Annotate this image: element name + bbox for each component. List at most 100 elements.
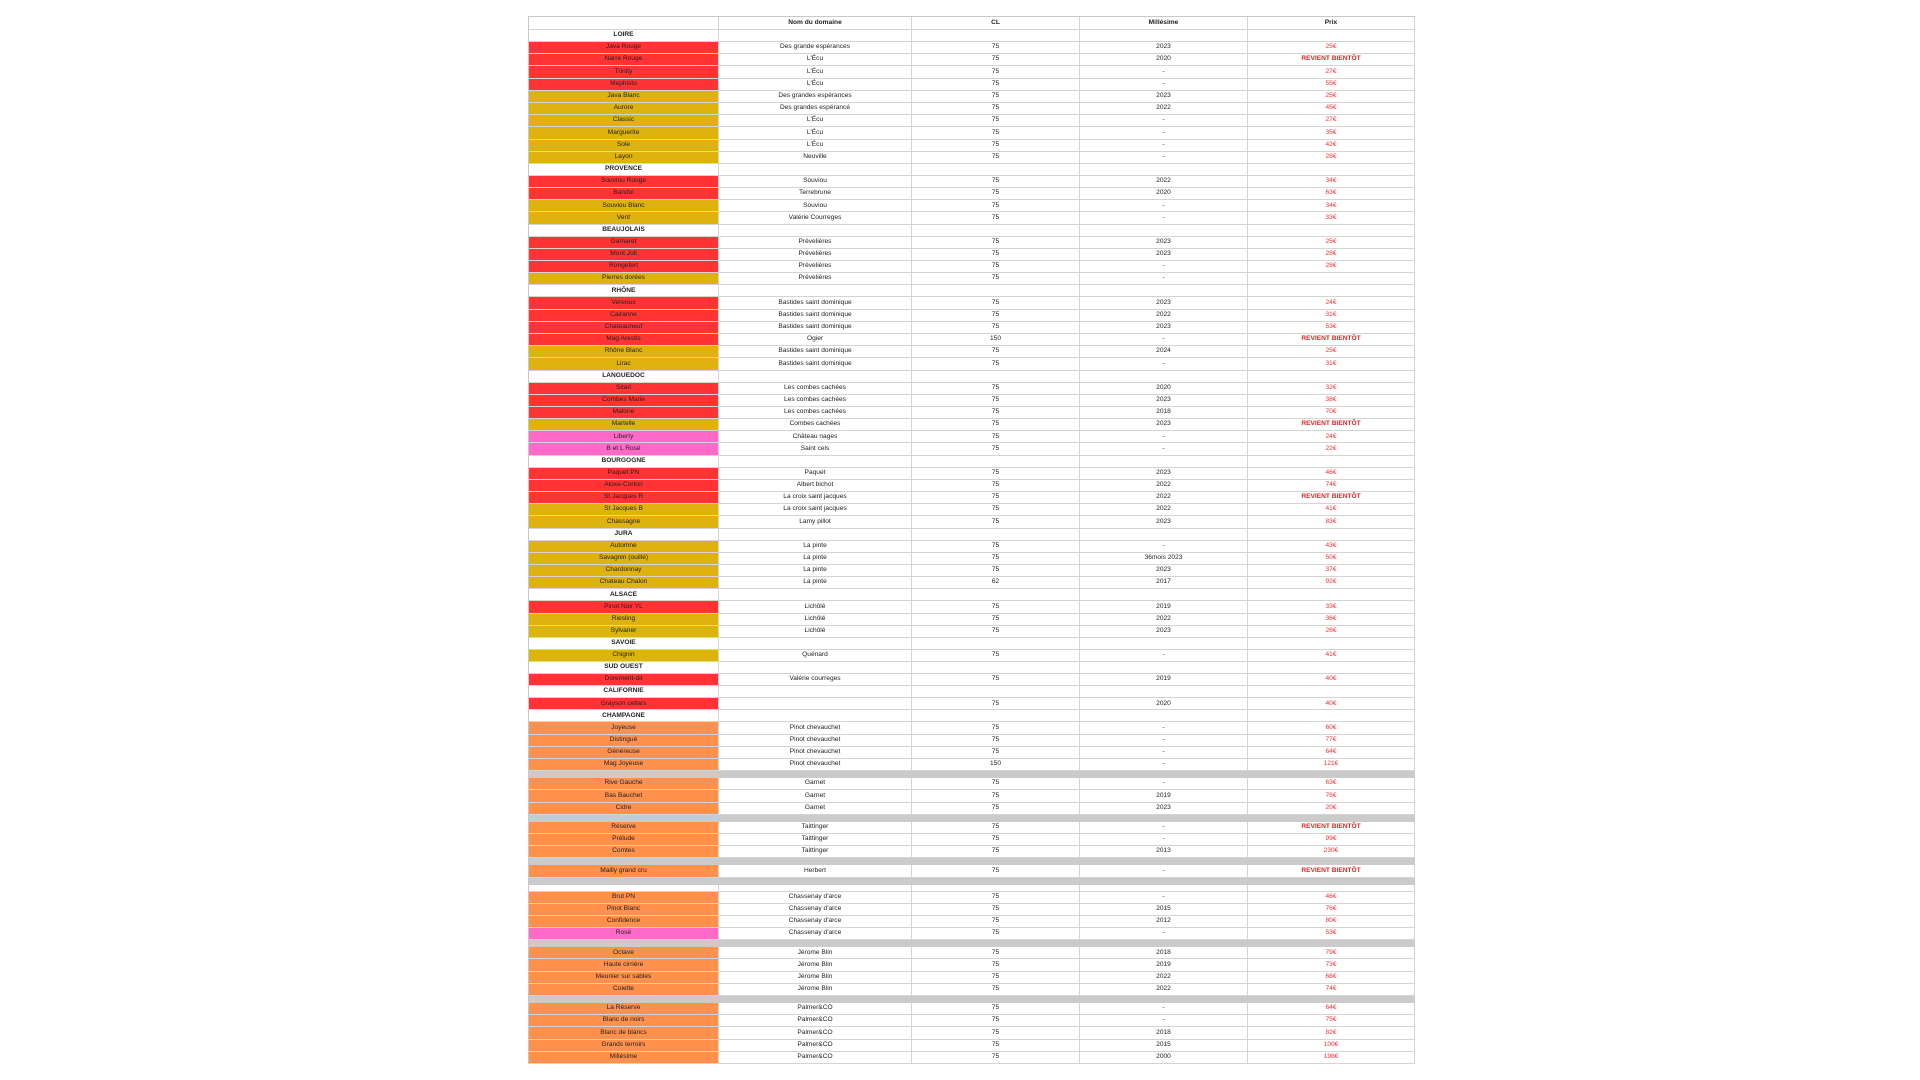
empty-cell[interactable] bbox=[719, 528, 912, 541]
price-cell[interactable]: 92€ bbox=[1248, 577, 1415, 590]
price-cell[interactable]: 28€ bbox=[1248, 261, 1415, 274]
empty-cell[interactable] bbox=[912, 662, 1080, 675]
cl-cell[interactable]: 75 bbox=[912, 479, 1080, 492]
vintage-cell[interactable]: 2018 bbox=[1080, 406, 1248, 420]
vintage-cell[interactable]: 2019 bbox=[1080, 674, 1248, 687]
vintage-cell[interactable]: 2000 bbox=[1080, 1051, 1248, 1064]
empty-cell[interactable] bbox=[912, 30, 1080, 42]
wine-name-cell[interactable]: Marguerite bbox=[529, 127, 719, 140]
vintage-cell[interactable]: 2019 bbox=[1080, 959, 1248, 972]
cl-cell[interactable]: 75 bbox=[912, 928, 1080, 941]
wine-name-cell[interactable]: Blanc de noirs bbox=[529, 1015, 719, 1028]
vintage-cell[interactable]: - bbox=[1080, 212, 1248, 225]
domain-cell[interactable]: Prévelières bbox=[719, 248, 912, 261]
vintage-cell[interactable]: - bbox=[1080, 431, 1248, 444]
region-name[interactable]: SAVOIE bbox=[529, 637, 719, 650]
wine-name-cell[interactable]: Mephisto bbox=[529, 78, 719, 91]
wine-name-cell[interactable]: Chassagne bbox=[529, 516, 719, 529]
empty-cell[interactable] bbox=[1080, 528, 1248, 541]
domain-cell[interactable]: Herbert bbox=[719, 865, 912, 878]
price-cell[interactable]: 53€ bbox=[1248, 928, 1415, 941]
cl-cell[interactable]: 75 bbox=[912, 722, 1080, 735]
domain-cell[interactable]: Bastides saint dominique bbox=[719, 321, 912, 334]
domain-cell[interactable]: Jérome Blin bbox=[719, 971, 912, 984]
empty-cell[interactable] bbox=[1248, 686, 1415, 699]
domain-cell[interactable]: Souviou bbox=[719, 175, 912, 189]
domain-cell[interactable]: Bastides saint dominique bbox=[719, 297, 912, 310]
vintage-cell[interactable]: 2023 bbox=[1080, 564, 1248, 578]
vintage-cell[interactable]: - bbox=[1080, 333, 1248, 347]
wine-name-cell[interactable]: Comtes bbox=[529, 846, 719, 859]
wine-name-cell[interactable]: St Jacques B bbox=[529, 504, 719, 517]
wine-name-cell[interactable]: Prélude bbox=[529, 833, 719, 847]
wine-name-cell[interactable]: Cairanne bbox=[529, 309, 719, 322]
header-wine[interactable] bbox=[529, 17, 719, 30]
domain-cell[interactable]: Prévelières bbox=[719, 273, 912, 286]
empty-cell[interactable] bbox=[719, 686, 912, 699]
price-cell[interactable]: 76€ bbox=[1248, 790, 1415, 803]
domain-cell[interactable]: Chassenay d'arce bbox=[719, 891, 912, 904]
empty-cell[interactable] bbox=[1248, 662, 1415, 675]
domain-cell[interactable]: Jérome Blin bbox=[719, 983, 912, 996]
domain-cell[interactable]: Lamy pillot bbox=[719, 516, 912, 529]
wine-name-cell[interactable]: Sylvaner bbox=[529, 625, 719, 638]
vintage-cell[interactable]: - bbox=[1080, 759, 1248, 772]
vintage-cell[interactable]: 2015 bbox=[1080, 903, 1248, 916]
domain-cell[interactable]: Jérome Blin bbox=[719, 959, 912, 972]
wine-name-cell[interactable]: Réserve bbox=[529, 821, 719, 834]
empty-cell[interactable] bbox=[1248, 30, 1415, 42]
cl-cell[interactable]: 75 bbox=[912, 66, 1080, 79]
vintage-cell[interactable]: 2023 bbox=[1080, 42, 1248, 55]
domain-cell[interactable]: Saint cels bbox=[719, 443, 912, 456]
wine-name-cell[interactable]: Grayson cellars bbox=[529, 698, 719, 711]
empty-cell[interactable] bbox=[912, 285, 1080, 298]
wine-name-cell[interactable]: St Jacques R bbox=[529, 492, 719, 505]
domain-cell[interactable]: Prévelières bbox=[719, 236, 912, 249]
price-cell[interactable]: 31€ bbox=[1248, 358, 1415, 371]
empty-cell[interactable] bbox=[1080, 30, 1248, 42]
vintage-cell[interactable]: 2019 bbox=[1080, 790, 1248, 803]
vintage-cell[interactable]: 2022 bbox=[1080, 175, 1248, 189]
vintage-cell[interactable]: 2015 bbox=[1080, 1039, 1248, 1052]
price-cell[interactable]: 34€ bbox=[1248, 200, 1415, 213]
cl-cell[interactable]: 75 bbox=[912, 674, 1080, 687]
domain-cell[interactable]: Chassenay d'arce bbox=[719, 915, 912, 929]
wine-name-cell[interactable]: Rive Gauche bbox=[529, 778, 719, 791]
price-cell[interactable]: 83€ bbox=[1248, 516, 1415, 529]
vintage-cell[interactable]: 2020 bbox=[1080, 698, 1248, 711]
wine-name-cell[interactable]: Vent bbox=[529, 212, 719, 225]
cl-cell[interactable]: 62 bbox=[912, 577, 1080, 590]
cl-cell[interactable]: 75 bbox=[912, 127, 1080, 140]
wine-name-cell[interactable]: Mailly grand cru bbox=[529, 865, 719, 878]
empty-cell[interactable] bbox=[719, 589, 912, 602]
wine-name-cell[interactable]: Chateauneuf bbox=[529, 321, 719, 334]
empty-cell[interactable] bbox=[1248, 710, 1415, 723]
cl-cell[interactable]: 75 bbox=[912, 273, 1080, 286]
empty-cell[interactable] bbox=[719, 637, 912, 650]
cl-cell[interactable]: 75 bbox=[912, 516, 1080, 529]
price-cell[interactable]: 64€ bbox=[1248, 1003, 1415, 1016]
price-cell[interactable]: REVIENT BIENTÔT bbox=[1248, 419, 1415, 432]
domain-cell[interactable]: Albert bichot bbox=[719, 479, 912, 492]
empty-cell[interactable] bbox=[912, 455, 1080, 468]
empty-cell[interactable] bbox=[719, 710, 912, 723]
cl-cell[interactable]: 75 bbox=[912, 983, 1080, 996]
price-cell[interactable]: 70€ bbox=[1248, 406, 1415, 420]
vintage-cell[interactable]: 2023 bbox=[1080, 625, 1248, 638]
wine-name-cell[interactable]: Dorement-dit bbox=[529, 674, 719, 687]
vintage-cell[interactable]: - bbox=[1080, 649, 1248, 663]
empty-cell[interactable] bbox=[912, 589, 1080, 602]
empty-cell[interactable] bbox=[719, 662, 912, 675]
cl-cell[interactable]: 150 bbox=[912, 759, 1080, 772]
cl-cell[interactable]: 75 bbox=[912, 102, 1080, 116]
price-cell[interactable]: 31€ bbox=[1248, 309, 1415, 322]
wine-name-cell[interactable]: Classic bbox=[529, 115, 719, 128]
cl-cell[interactable]: 75 bbox=[912, 443, 1080, 456]
wine-name-cell[interactable]: Brut PN bbox=[529, 891, 719, 904]
vintage-cell[interactable]: - bbox=[1080, 833, 1248, 847]
cl-cell[interactable]: 75 bbox=[912, 613, 1080, 626]
vintage-cell[interactable]: 2019 bbox=[1080, 601, 1248, 614]
wine-name-cell[interactable]: Bandol bbox=[529, 188, 719, 201]
domain-cell[interactable]: L'Écu bbox=[719, 66, 912, 79]
cl-cell[interactable]: 75 bbox=[912, 431, 1080, 444]
